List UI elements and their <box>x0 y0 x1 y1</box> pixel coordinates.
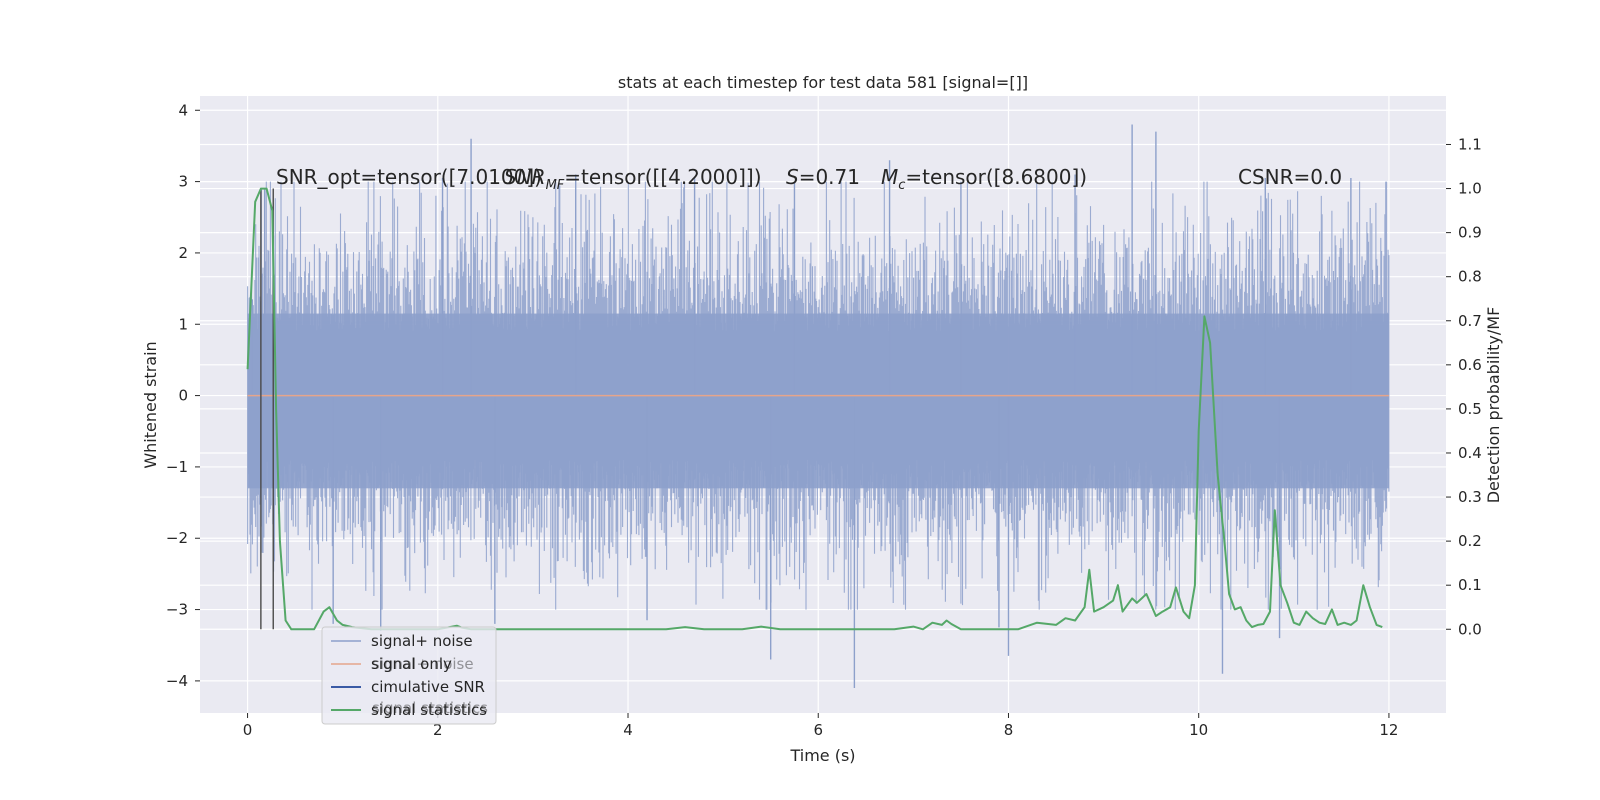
legend-label-cumulative-snr: cimulative SNR <box>371 678 485 696</box>
legend-label-signal-statistics: signal statistics <box>371 701 487 719</box>
y-axis-label: Whitened strain <box>141 341 160 468</box>
s-value: =0.71 <box>799 165 860 189</box>
snr-mf-sub: MF <box>546 178 565 193</box>
annotation-snr-mf: SNRMF=tensor([[4.2000]]) <box>504 165 762 193</box>
x-tick-label: 2 <box>433 721 443 739</box>
mc-sub: c <box>898 178 905 193</box>
y2-tick-label: 0.9 <box>1458 224 1482 242</box>
mc-value: =tensor([8.6800]) <box>905 165 1087 189</box>
mc-label: M <box>881 165 898 189</box>
annotation-csnr: CSNR=0.0 <box>1238 165 1342 189</box>
s-label: S <box>786 165 799 189</box>
annotation-snr-opt: SNR_opt=tensor([7.0100]) <box>276 165 542 189</box>
y2-tick-label: 0.3 <box>1458 488 1482 506</box>
x-tick-label: 10 <box>1189 721 1208 739</box>
x-axis-label: Time (s) <box>789 746 855 765</box>
legend-box <box>321 626 497 725</box>
y2-tick-label: 1.1 <box>1458 135 1482 153</box>
y-tick-label: 0 <box>178 387 188 405</box>
x-tick-label: 4 <box>623 721 633 739</box>
x-tick-label: 0 <box>243 721 253 739</box>
legend-ghost-2: signal statistics <box>372 699 488 717</box>
x-tick-label: 6 <box>813 721 823 739</box>
snr-mf-value: =tensor([[4.2000]]) <box>564 165 761 189</box>
y2-tick-label: 0.4 <box>1458 444 1482 462</box>
y-tick-label: −2 <box>166 529 188 547</box>
legend-label-signal-noise: signal+ noise <box>371 632 473 650</box>
y-tick-label: 1 <box>178 315 188 333</box>
y2-tick-label: 0.5 <box>1458 400 1482 418</box>
legend-ghost-1: signal+ noise <box>372 655 474 673</box>
y2-axis-label: Detection probability/MF <box>1484 307 1503 504</box>
y2-tick-label: 0.6 <box>1458 356 1482 374</box>
y2-tick-label: 0.0 <box>1458 620 1482 638</box>
x-tick-label: 8 <box>1004 721 1014 739</box>
snr-mf-prefix: SNR <box>504 165 546 189</box>
y-tick-label: −4 <box>166 672 188 690</box>
legend: signal+ noise signal statistics signal+ … <box>321 626 497 725</box>
legend-label-signal-only: signal only <box>371 655 452 673</box>
y2-tick-label: 0.7 <box>1458 312 1482 330</box>
y2-tick-label: 0.2 <box>1458 532 1482 550</box>
y2-tick-label: 0.1 <box>1458 576 1482 594</box>
y-tick-label: 4 <box>178 101 188 119</box>
axes: 0 2 4 6 8 10 1243210−1−2−3−41.11.00.90.80.70.6… <box>166 101 1482 739</box>
y-tick-label: 3 <box>178 173 188 191</box>
y-tick-label: 2 <box>178 244 188 262</box>
annotation-s: S=0.71 <box>786 165 860 189</box>
y2-tick-label: 0.8 <box>1458 268 1482 286</box>
y2-tick-label: 1.0 <box>1458 180 1482 198</box>
x-tick-label: 12 <box>1379 721 1398 739</box>
y-tick-label: −1 <box>166 458 188 476</box>
annotation-mc: Mc=tensor([8.6800]) <box>881 165 1087 193</box>
chart-title: stats at each timestep for test data 581… <box>618 73 1028 92</box>
y-tick-label: −3 <box>166 601 188 619</box>
